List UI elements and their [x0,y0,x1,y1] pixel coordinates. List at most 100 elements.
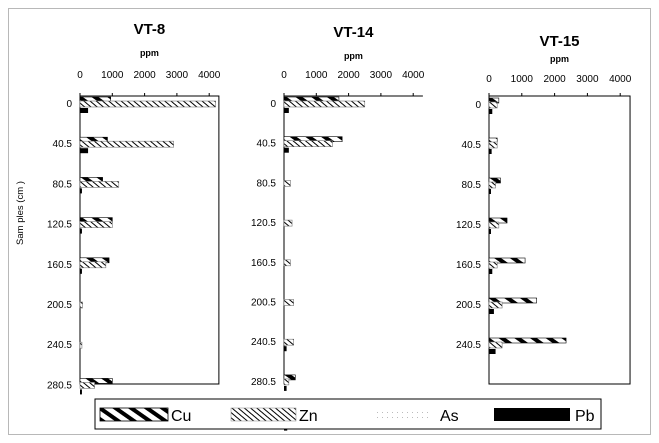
y-tick-label: 80.5 [257,178,277,189]
bar-zn [283,338,294,346]
y-tick-label: 200.5 [456,300,481,311]
bar-zn [488,101,498,109]
legend-swatch-cu [99,407,169,422]
bar-pb [80,389,82,395]
bar-zn [79,261,107,269]
legend-swatch-zn [230,407,297,422]
x-axis-unit: ppm [140,48,159,58]
panel-title: VT-15 [540,33,580,50]
legend-swatch-pb [494,408,570,421]
x-tick-label: 4000 [609,74,632,85]
bar-zn [79,341,83,349]
bar-zn [283,219,293,227]
y-tick-label: 0 [475,100,481,111]
bar-zn [79,301,83,309]
legend-label-as: As [440,408,459,425]
x-tick-label: 0 [77,70,83,81]
bar-cu [488,297,537,304]
bar-pb [489,269,493,274]
legend-label-pb: Pb [575,408,595,425]
legend: Cu Zn As Pb [94,398,602,430]
bar-zn [488,301,503,309]
bar-zn [79,140,174,148]
bar-pb [489,109,493,114]
y-tick-label: 0 [270,99,276,110]
bar-pb [80,268,82,274]
x-tick-label: 4000 [402,70,425,81]
y-tick-label: 80.5 [462,180,482,191]
bar-zn [283,259,291,267]
y-tick-label: 120.5 [456,220,481,231]
bar-cu [488,337,567,344]
y-tick-label: 200.5 [47,300,72,311]
bar-pb [284,385,287,391]
y-tick-label: 160.5 [456,260,481,271]
panel-vt-15: VT-15 ppm 0 1000 2000 3000 4000 0 40.5 80.5 120.5 1… [456,33,632,385]
y-tick-label: 0 [66,99,72,110]
y-tick-label: 40.5 [257,139,277,150]
bar-zn [79,221,113,228]
bar-zn [79,100,216,108]
figure-frame [8,8,651,435]
y-tick-label: 160.5 [47,260,72,271]
bar-zn [283,180,291,187]
bar-pb [284,108,289,113]
bar-zn [79,181,120,188]
x-tick-label: 3000 [576,74,599,85]
bar-zn [283,299,294,306]
y-tick-label: 160.5 [251,258,276,269]
bar-pb [80,188,82,194]
x-tick-label: 2000 [543,74,566,85]
bar-zn [488,181,496,189]
y-tick-label: 40.5 [53,139,73,150]
x-tick-label: 3000 [166,70,189,81]
y-tick-label: 240.5 [456,340,481,351]
bar-pb [80,228,82,234]
y-tick-label: 120.5 [251,218,276,229]
bar-pb [489,229,491,234]
x-tick-label: 4000 [198,70,221,81]
x-axis-unit: ppm [344,51,363,61]
legend-label-zn: Zn [299,408,318,425]
bar-zn [488,341,503,349]
y-tick-label: 40.5 [462,140,482,151]
bar-pb [489,149,492,154]
panel-title: VT-14 [333,24,374,41]
bar-zn [79,382,95,389]
bar-zn [488,141,498,149]
bar-pb [489,349,496,354]
x-tick-label: 2000 [337,70,360,81]
x-tick-label: 1000 [305,70,328,81]
panel-vt-8: VT-8 ppm 0 1000 2000 3000 4000 0 40.5 80.5 120.5 16… [47,21,221,395]
bar-pb [489,309,494,314]
y-tick-label: 80.5 [53,179,73,190]
y-tick-label: 280.5 [251,377,276,388]
bar-zn [283,100,366,108]
bar-cu [488,257,526,264]
y-tick-label: 200.5 [251,298,276,309]
legend-swatch-as [374,408,432,421]
bar-pb [489,189,491,194]
bar-cu [79,378,113,384]
bar-pb [284,147,289,153]
plot-frame [488,95,631,385]
legend-label-cu: Cu [171,408,191,425]
x-tick-label: 3000 [370,70,393,81]
x-tick-label: 0 [486,74,492,85]
x-tick-label: 0 [281,70,287,81]
panel-vt-14: VT-14 ppm 0 1000 2000 3000 4000 0 40.5 80.5 120.5 1… [251,24,425,431]
bar-zn [488,261,498,269]
y-tick-label: 280.5 [47,380,72,391]
bar-cu [283,374,296,381]
y-tick-label: 120.5 [47,220,72,231]
y-axis-label: Sam ples (cm ) [15,181,26,245]
plot-frame [79,95,220,385]
bar-pb [80,108,89,113]
x-tick-label: 1000 [511,74,534,85]
bar-zn [283,140,333,147]
x-tick-label: 1000 [101,70,124,81]
x-tick-label: 2000 [133,70,156,81]
bar-pb [80,148,89,154]
bar-zn [488,221,500,229]
